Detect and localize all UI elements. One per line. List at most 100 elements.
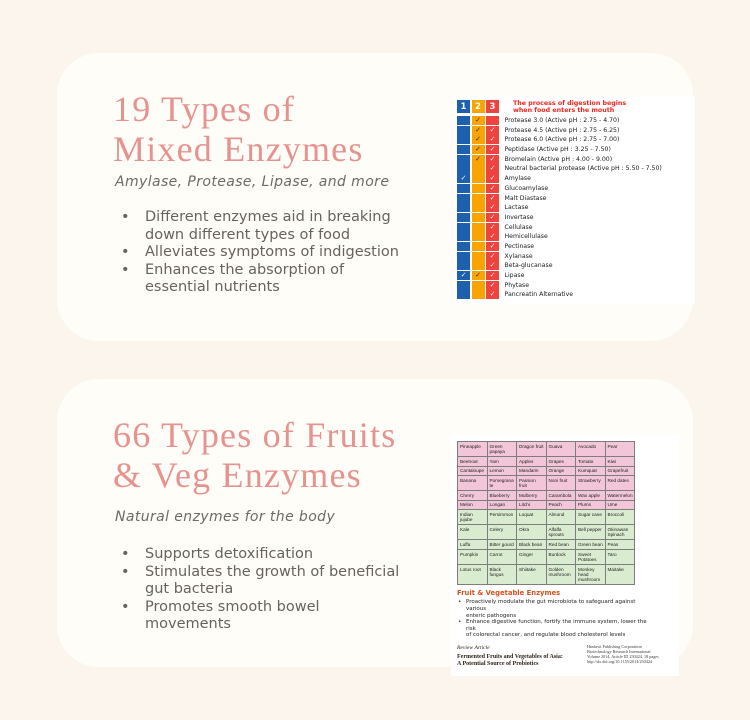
bullet-dot: •	[121, 546, 130, 562]
text-line: Alleviates symptoms of indigestion	[145, 244, 399, 260]
check-icon: ✓	[489, 135, 496, 144]
enzyme-cell	[471, 203, 485, 213]
enzyme-cell: ✓	[486, 290, 499, 300]
bullet-item: • Different enzymes aid in breaking down d…	[117, 209, 427, 244]
text-line: Proactively modulate the gut microbiota …	[466, 599, 636, 612]
enzyme-cell	[457, 261, 470, 271]
enzyme-label: Invertase	[504, 213, 534, 221]
bullet-dot: •	[458, 599, 462, 606]
enzyme-cell	[471, 290, 485, 300]
fruit-cell: Sweet Potatoes	[575, 548, 606, 565]
text-line: A Potential Source of Probiotics	[457, 660, 539, 667]
text-line: Volume 2014, Article ID 250424, 18 pages	[587, 653, 659, 659]
card1-subtitle: Amylase, Protease, Lipase, and more	[115, 174, 390, 190]
fruit-table-row: Banana Pomegranate Passion fruit Noni fruit…	[457, 475, 635, 492]
enzyme-cell	[457, 145, 470, 155]
fruit-cell: Bell pepper	[575, 524, 606, 541]
enzyme-row: ✓ Protease 3.0 (Active pH : 2.75 - 4.70)	[457, 116, 695, 126]
text-line: Mixed Enzymes	[113, 129, 364, 169]
enzyme-cell: ✓	[486, 241, 499, 252]
text-line: Enhance digestive function, fortify the …	[466, 619, 647, 632]
enzyme-label: Glucoamylase	[504, 184, 549, 192]
fruit-cell: Litchi	[516, 499, 547, 511]
fruit-cell: Avocado	[575, 441, 606, 457]
enzyme-cell	[471, 280, 485, 290]
fruit-cell: Peach	[545, 499, 576, 511]
enzyme-label: Beta-glucanase	[504, 262, 553, 270]
fruit-cell: Lemon	[486, 465, 517, 477]
fruit-cell: Ume	[604, 499, 635, 511]
enzyme-label: Xylanase	[504, 252, 533, 260]
paper-title: Fermented Fruits and Vegetables of Asia:…	[457, 654, 563, 668]
fruit-cell: Cherry	[457, 490, 488, 501]
check-icon: ✓	[475, 271, 481, 280]
fruit-cell: Kale	[457, 524, 488, 541]
fruit-veg-bullets: • Proactively modulate the gut microbiota…	[457, 599, 657, 639]
enzyme-label: Peptidase (Active pH : 3.25 - 7.50)	[504, 146, 611, 154]
enzyme-cell: ✓	[486, 251, 499, 261]
fruit-cell: Okra	[516, 524, 547, 541]
review-article-label: Review Article	[457, 644, 490, 651]
bullet-text: Proactively modulate the gut microbiota …	[466, 599, 657, 619]
enzyme-rows: ✓ Protease 3.0 (Active pH : 2.75 - 4.70) ✓…	[457, 116, 695, 300]
fruit-table-row: Pumpkin Carrot Ginger Burdock Sweet Potatoes…	[457, 548, 635, 565]
card2-subtitle: Natural enzymes for the body	[115, 509, 336, 525]
enzyme-label: Amylase	[504, 175, 531, 183]
enzyme-cell: ✓	[486, 164, 499, 174]
fruit-cell: Sugar cane	[575, 509, 606, 526]
fruit-cell: Carrot	[486, 548, 517, 565]
fruit-cell: Ginger	[516, 548, 547, 565]
text-line: http://dx.doi.org/10.1155/2014/250424	[587, 658, 653, 664]
fruit-cell: Guava	[545, 441, 576, 457]
fruit-cell: Plums	[575, 499, 606, 511]
fruit-cell: Black fungus	[486, 563, 517, 586]
fruit-cell: Indian jujube	[457, 509, 488, 526]
fruit-table-row: Melon Longan Litchi Peach Plums Ume	[457, 499, 635, 511]
enzyme-label: Phytase	[504, 281, 530, 289]
enzyme-row: ✓ Beta-glucanase	[457, 261, 695, 271]
enzyme-cell	[457, 164, 470, 174]
text-line: Enhances the absorption of	[145, 261, 345, 278]
check-icon: ✓	[489, 145, 496, 154]
enzyme-label: Neutral bacterial protease (Active pH : …	[504, 165, 662, 173]
publisher-info: Hindawi Publishing Corporation Biotechnol…	[587, 643, 665, 668]
check-icon: ✓	[489, 154, 496, 163]
enzyme-label: Cellulase	[504, 223, 533, 231]
text-line: down different types of food	[145, 226, 351, 243]
bullet-dot: •	[121, 244, 130, 260]
bullet-item: • Supports detoxification	[117, 546, 427, 564]
check-icon: ✓	[489, 193, 496, 202]
enzyme-row: ✓ Pectinase	[457, 241, 695, 252]
enzyme-row: ✓ ✓ Bromelain (Active pH : 4.00 - 9.00)	[457, 154, 695, 164]
check-icon: ✓	[489, 125, 496, 134]
text-line: Hindawi Publishing Corporation	[587, 643, 642, 649]
fruit-cell: Alfalfa sprouts	[545, 524, 576, 541]
fruit-table-row: Beetroot Yam Apples Grapes Tomato Kiwi	[457, 456, 635, 467]
text-line: Promotes smooth bowel	[145, 598, 320, 615]
enzyme-cell: ✓	[486, 125, 499, 135]
enzyme-row: ✓ Glucoamylase	[457, 183, 695, 193]
enzyme-row: ✓ Cellulase	[457, 222, 695, 232]
enzyme-cell	[457, 116, 470, 126]
column-number-2: 2	[471, 100, 485, 113]
check-icon: ✓	[489, 271, 496, 280]
fruit-cell: Peas	[604, 539, 635, 550]
text-line: of colorectal cancer, and regulate blood…	[466, 632, 626, 639]
fruit-cell: Shiitake	[516, 563, 547, 586]
fruit-cell: Lotus root	[457, 563, 488, 586]
check-icon: ✓	[489, 203, 496, 212]
enzyme-row: ✓ ✓ Peptidase (Active pH : 3.25 - 7.50)	[457, 145, 695, 155]
text-line: Stimulates the growth of beneficial	[145, 563, 400, 580]
citation-block: Review Article Fermented Fruits and Vege…	[457, 643, 665, 668]
check-icon: ✓	[460, 271, 467, 280]
fruit-cell: Mandarin	[516, 465, 547, 477]
fruit-cell: Mulberry	[516, 490, 547, 501]
check-icon: ✓	[489, 241, 496, 250]
enzyme-cell	[471, 212, 485, 222]
enzyme-row: ✓ ✓ Protease 6.0 (Active pH : 2.75 - 7.00)	[457, 135, 695, 145]
text-line: gut bacteria	[145, 581, 234, 597]
enzyme-cell	[457, 203, 470, 213]
text-line: movements	[145, 616, 231, 632]
fruit-cell: Strawberry	[575, 475, 606, 492]
